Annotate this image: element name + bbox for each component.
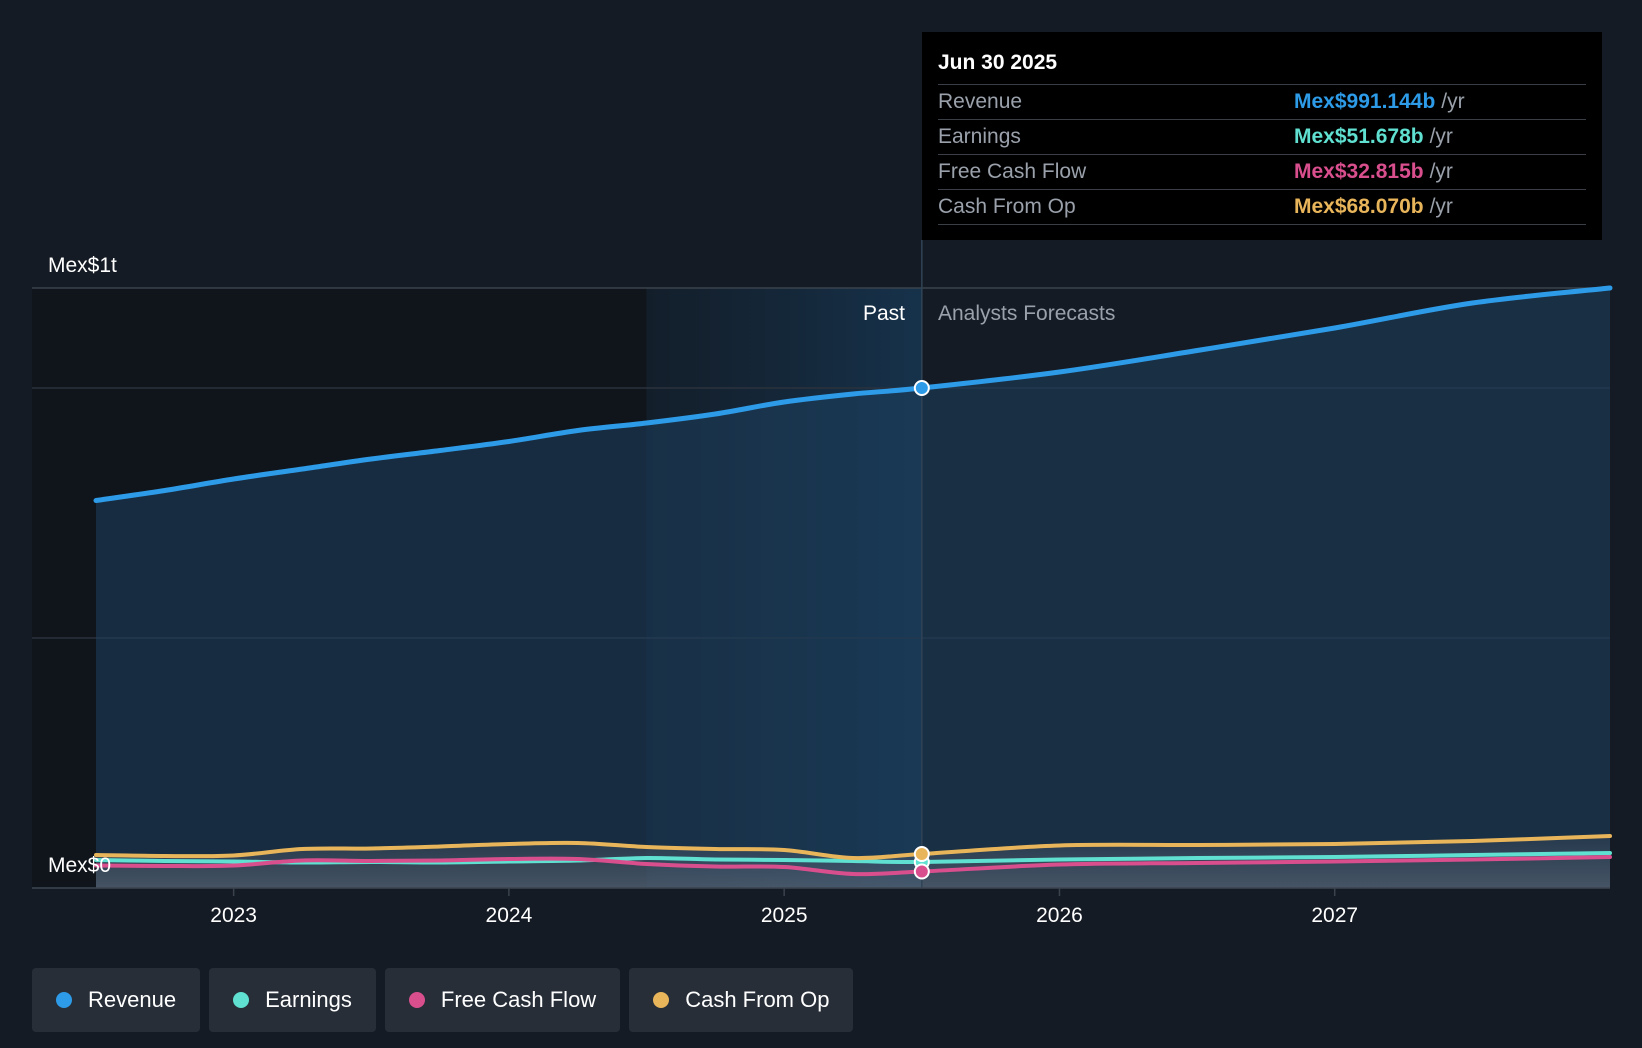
- fcf-marker[interactable]: [913, 863, 930, 880]
- x-tick-label: 2025: [761, 904, 808, 927]
- tooltip-unit: /yr: [1429, 160, 1453, 183]
- past-label: Past: [863, 302, 905, 325]
- free-cash-flow-dot-icon: [408, 992, 425, 1008]
- y-axis-top-label: Mex$1t: [48, 254, 117, 277]
- forecast-label: Analysts Forecasts: [938, 302, 1115, 325]
- legend-item-earnings[interactable]: Earnings: [209, 968, 376, 1032]
- x-tick-label: 2024: [486, 904, 533, 927]
- legend-label: Earnings: [265, 987, 352, 1012]
- earnings-dot-icon: [233, 992, 250, 1008]
- y-axis-bottom-label: Mex$0: [48, 854, 111, 877]
- tooltip-value: Mex$51.678b: [1294, 125, 1424, 148]
- tooltip-row-cash-from-op: Cash From Op Mex$68.070b /yr: [938, 189, 1586, 225]
- tooltip-label: Earnings: [938, 125, 1021, 148]
- cfo-line: [94, 834, 1612, 861]
- revenue-area: [96, 288, 1610, 888]
- tooltip: Jun 30 2025 Revenue Mex$991.144b /yr Ear…: [922, 32, 1602, 240]
- tooltip-row-free-cash-flow: Free Cash Flow Mex$32.815b /yr: [938, 154, 1586, 189]
- x-tick-label: 2023: [210, 904, 257, 927]
- legend-item-free-cash-flow[interactable]: Free Cash Flow: [384, 968, 621, 1032]
- tooltip-label: Revenue: [938, 90, 1023, 113]
- tooltip-row-revenue: Revenue Mex$991.144b /yr: [938, 84, 1586, 119]
- series-markers: [913, 380, 930, 880]
- tooltip-value: Mex$991.144b: [1294, 90, 1436, 113]
- series-lines: [93, 285, 1613, 877]
- revenue-dot-icon: [56, 992, 72, 1008]
- tooltip-value: Mex$32.815b: [1294, 160, 1424, 183]
- legend-item-cash-from-op[interactable]: Cash From Op: [629, 968, 854, 1032]
- revenue-marker[interactable]: [913, 380, 930, 396]
- tooltip-label: Free Cash Flow: [938, 160, 1087, 183]
- earnings-line: [94, 851, 1612, 865]
- x-tick-label: 2027: [1311, 904, 1358, 927]
- tooltip-unit: /yr: [1441, 90, 1465, 113]
- tooltip-label: Cash From Op: [938, 195, 1076, 218]
- legend-item-revenue[interactable]: Revenue: [32, 968, 201, 1032]
- legend: Revenue Earnings Free Cash Flow Cash Fro…: [32, 968, 854, 1032]
- legend-label: Cash From Op: [685, 987, 830, 1012]
- x-tick-label: 2026: [1036, 904, 1083, 927]
- x-axis-ticks: 2023 2024 2025 2026 2027: [32, 887, 1610, 927]
- legend-label: Revenue: [88, 987, 177, 1012]
- tooltip-unit: /yr: [1429, 195, 1453, 218]
- tooltip-row-earnings: Earnings Mex$51.678b /yr: [938, 119, 1586, 154]
- fcf-line: [94, 855, 1612, 877]
- tooltip-value: Mex$68.070b: [1294, 195, 1424, 218]
- revenue-line: [93, 285, 1613, 503]
- tooltip-date: Jun 30 2025: [938, 51, 1058, 74]
- legend-label: Free Cash Flow: [440, 987, 597, 1012]
- tooltip-unit: /yr: [1429, 125, 1453, 148]
- cash-from-op-dot-icon: [653, 992, 670, 1008]
- cfo-marker[interactable]: [913, 846, 930, 862]
